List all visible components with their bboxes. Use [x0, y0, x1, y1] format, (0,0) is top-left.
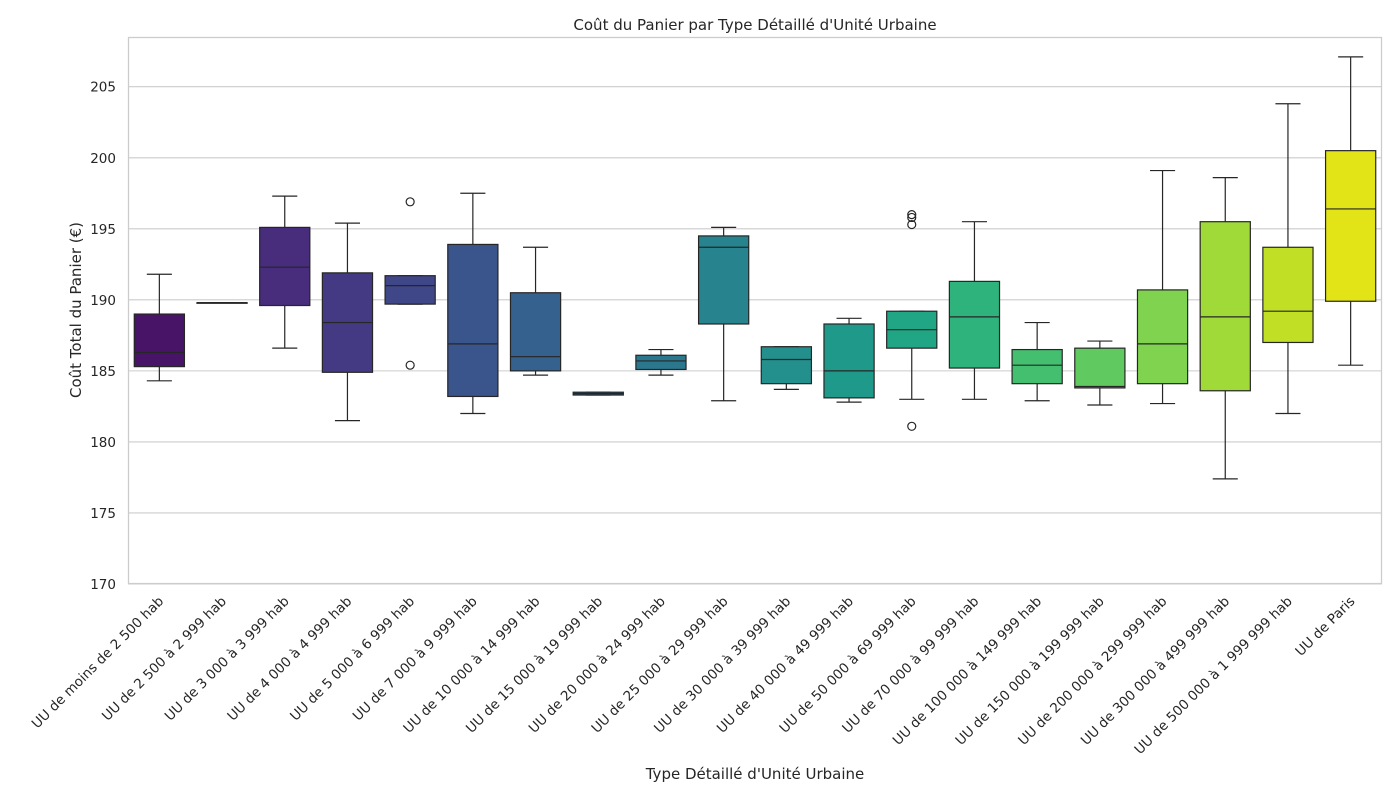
box-iqr — [1074, 347, 1126, 389]
outlier-point — [907, 212, 917, 223]
outlier-point — [405, 360, 415, 370]
x-tick-label: UU de 4 000 à 4 999 hab — [224, 594, 355, 725]
box-iqr — [133, 313, 186, 368]
outlier-point — [907, 219, 917, 230]
box-group — [886, 209, 938, 431]
box-group — [697, 226, 750, 402]
y-tick-labels: 170 175 180 185 190 195 200 205 — [90, 80, 116, 593]
box-group — [447, 192, 499, 415]
box-group — [1074, 340, 1126, 406]
box-group — [1136, 169, 1189, 405]
x-tick-label: UU de 2 500 à 2 999 hab — [99, 594, 230, 725]
x-tick-label: UU de 5 000 à 6 999 hab — [287, 594, 418, 725]
boxes — [133, 56, 1377, 480]
x-tick-label: UU de Paris — [1292, 594, 1358, 660]
box-iqr — [509, 292, 562, 372]
box-group — [572, 391, 624, 396]
box-group — [321, 222, 374, 422]
box-group — [1262, 103, 1314, 415]
y-tick-label: 175 — [90, 506, 116, 522]
x-axis-label: Type Détaillé d'Unité Urbaine — [645, 765, 865, 783]
outlier-point — [907, 421, 917, 431]
box-group — [1011, 321, 1063, 402]
y-tick-label: 180 — [90, 435, 116, 451]
box-group — [384, 197, 436, 370]
box-iqr — [760, 346, 813, 385]
outlier-point — [907, 209, 917, 220]
box-group — [635, 348, 687, 376]
box-iqr — [384, 275, 436, 305]
x-tick-label: UU de moins de 2 500 hab — [29, 594, 167, 732]
box-group — [196, 302, 248, 304]
outlier-point — [405, 197, 415, 207]
y-tick-label: 170 — [90, 577, 116, 593]
box-group — [509, 246, 562, 376]
y-tick-label: 190 — [90, 293, 116, 309]
box-iqr — [259, 226, 311, 307]
chart-title: Coût du Panier par Type Détaillé d'Unité… — [573, 16, 936, 34]
box-iqr — [447, 243, 499, 398]
box-group — [760, 346, 813, 390]
box-iqr — [823, 323, 875, 399]
plot-frame — [127, 36, 1383, 585]
box-iqr — [1262, 246, 1314, 344]
box-group — [1199, 177, 1251, 480]
y-axis-label: Coût Total du Panier (€) — [67, 222, 85, 398]
y-tick-label: 185 — [90, 364, 116, 380]
y-tick-label: 200 — [90, 151, 116, 167]
x-tick-label: UU de 3 000 à 3 999 hab — [162, 594, 293, 725]
box-group — [823, 317, 875, 403]
box-group — [948, 221, 1001, 400]
box-iqr — [1199, 221, 1251, 392]
x-tick-label: UU de 7 000 à 9 999 hab — [350, 594, 481, 725]
box-iqr — [635, 354, 687, 371]
y-tick-label: 195 — [90, 222, 116, 238]
box-iqr — [1136, 289, 1189, 385]
box-group — [259, 195, 311, 349]
box-iqr — [697, 235, 750, 325]
y-tick-label: 205 — [90, 80, 116, 96]
box-iqr — [1324, 150, 1377, 302]
plot-background — [128, 37, 1382, 584]
box-iqr — [1011, 348, 1063, 385]
box-group — [1324, 56, 1377, 366]
box-group — [133, 273, 186, 382]
box-iqr — [948, 280, 1001, 369]
